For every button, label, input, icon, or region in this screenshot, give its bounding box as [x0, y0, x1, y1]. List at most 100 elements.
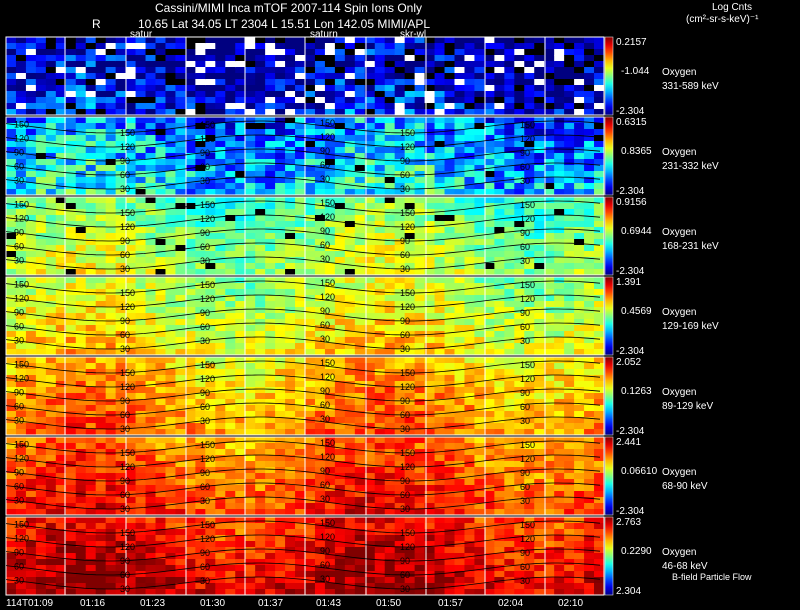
heatmap-cell: [36, 97, 46, 104]
heatmap-cell: [215, 123, 225, 130]
heatmap-cell: [335, 97, 345, 104]
heatmap-cell: [6, 55, 16, 62]
heatmap-cell: [435, 325, 445, 332]
heatmap-cell: [295, 183, 305, 190]
heatmap-cell: [435, 503, 445, 510]
heatmap-cell: [146, 117, 156, 124]
heatmap-cell: [156, 283, 166, 290]
heatmap-cell: [544, 61, 554, 68]
heatmap-cell: [146, 73, 156, 80]
heatmap-cell: [534, 461, 544, 468]
heatmap-cell: [494, 117, 504, 124]
heatmap-cell: [345, 55, 355, 62]
heatmap-cell: [305, 479, 315, 486]
heatmap-cell: [86, 215, 96, 222]
heatmap-cell: [225, 381, 235, 388]
heatmap-cell: [275, 473, 285, 480]
heatmap-cell: [474, 215, 484, 222]
heatmap-cell: [136, 227, 146, 234]
colorbar-max-label: 0.6315: [616, 117, 647, 128]
heatmap-cell: [225, 443, 235, 450]
contour-label: 150: [120, 128, 135, 138]
heatmap-cell: [584, 43, 594, 50]
heatmap-cell: [474, 283, 484, 290]
heatmap-cell: [245, 369, 255, 376]
heatmap-cell: [305, 381, 315, 388]
heatmap-cell: [285, 153, 295, 160]
heatmap-cell: [215, 183, 225, 190]
heatmap-cell: [345, 177, 355, 184]
heatmap-cell: [445, 277, 455, 284]
heatmap-cell: [415, 73, 425, 80]
heatmap-cell: [146, 61, 156, 68]
contour-label: 30: [400, 504, 410, 514]
heatmap-cell: [106, 479, 116, 486]
heatmap-cell: [215, 449, 225, 456]
heatmap-cell: [275, 245, 285, 252]
heatmap-cell: [106, 79, 116, 86]
heatmap-cell: [305, 449, 315, 456]
heatmap-cell: [46, 37, 56, 44]
heatmap-cell: [146, 491, 156, 498]
heatmap-cell: [285, 289, 295, 296]
heatmap-cell: [375, 393, 385, 400]
heatmap-cell: [275, 423, 285, 430]
contour-label: 150: [400, 288, 415, 298]
contour-label: 90: [400, 156, 410, 166]
heatmap-cell: [564, 215, 574, 222]
heatmap-cell: [584, 331, 594, 338]
heatmap-cell: [265, 73, 275, 80]
heatmap-cell: [464, 337, 474, 344]
heatmap-cell: [175, 245, 185, 252]
heatmap-cell: [46, 277, 56, 284]
contour-label: 90: [400, 236, 410, 246]
heatmap-cell: [554, 283, 564, 290]
heatmap-cell: [235, 103, 245, 110]
heatmap-cell: [66, 399, 76, 406]
heatmap-cell: [225, 103, 235, 110]
heatmap-cell: [106, 135, 116, 142]
heatmap-cell: [86, 295, 96, 302]
contour-label: 60: [520, 322, 530, 332]
heatmap-cell: [474, 295, 484, 302]
heatmap-cell: [574, 209, 584, 216]
heatmap-cell: [385, 49, 395, 56]
heatmap-cell: [265, 85, 275, 92]
heatmap-cell: [355, 337, 365, 344]
heatmap-cell: [26, 491, 36, 498]
heatmap-cell: [564, 153, 574, 160]
heatmap-cell: [46, 319, 56, 326]
heatmap-cell: [375, 497, 385, 504]
heatmap-cell: [484, 37, 494, 44]
heatmap-cell: [315, 103, 325, 110]
contour-label: 90: [520, 468, 530, 478]
heatmap-cell: [445, 467, 455, 474]
heatmap-cell: [574, 393, 584, 400]
colorbar-mid-label: 0.1263: [621, 386, 652, 397]
heatmap-cell: [185, 381, 195, 388]
heatmap-cell: [275, 325, 285, 332]
heatmap-cell: [225, 141, 235, 148]
heatmap-cell: [375, 357, 385, 364]
heatmap-cell: [335, 369, 345, 376]
energy-range-label: 168-231 keV: [662, 241, 719, 252]
heatmap-cell: [106, 233, 116, 240]
heatmap-cell: [156, 277, 166, 284]
heatmap-cell: [355, 37, 365, 44]
heatmap-cell: [26, 97, 36, 104]
heatmap-cell: [96, 363, 106, 370]
heatmap-cell: [225, 411, 235, 418]
heatmap-cell: [86, 405, 96, 412]
heatmap-cell: [165, 37, 175, 44]
heatmap-cell: [185, 357, 195, 364]
heatmap-cell: [514, 43, 524, 50]
heatmap-cell: [275, 289, 285, 296]
heatmap-cell: [136, 257, 146, 264]
heatmap-cell: [76, 197, 86, 204]
heatmap-cell: [564, 331, 574, 338]
heatmap-cell: [455, 97, 465, 104]
contour-label: 90: [120, 236, 130, 246]
contour-label: 30: [120, 264, 130, 274]
heatmap-cell: [594, 443, 604, 450]
heatmap-cell: [175, 171, 185, 178]
